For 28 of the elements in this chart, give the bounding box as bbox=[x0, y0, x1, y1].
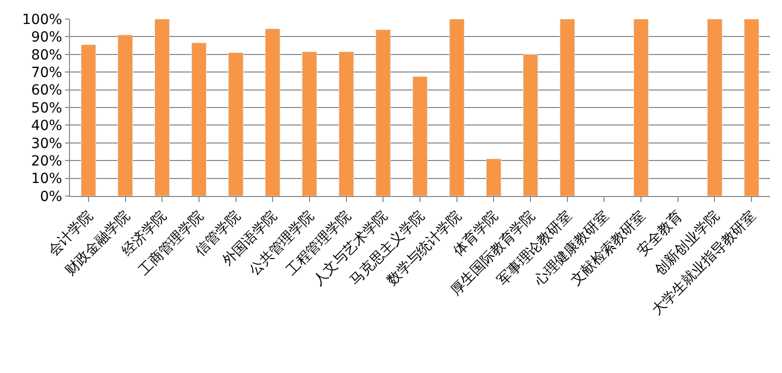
bar bbox=[412, 76, 428, 196]
bar bbox=[449, 19, 464, 196]
bar bbox=[228, 52, 244, 196]
bar bbox=[560, 19, 575, 196]
bar bbox=[265, 28, 280, 196]
bar bbox=[522, 54, 538, 196]
y-tick-label: 80% bbox=[31, 47, 62, 64]
y-tick-label: 30% bbox=[31, 136, 62, 152]
bar bbox=[302, 52, 318, 196]
bar bbox=[118, 34, 133, 196]
bar bbox=[338, 52, 354, 196]
bar bbox=[376, 29, 391, 196]
y-tick-label: 60% bbox=[31, 82, 62, 99]
y-tick-label: 20% bbox=[31, 154, 62, 170]
bar bbox=[154, 19, 170, 196]
bar bbox=[707, 19, 722, 196]
bar bbox=[744, 19, 760, 196]
y-tick-label: 100% bbox=[22, 12, 62, 28]
y-tick-label: 90% bbox=[31, 30, 62, 46]
y-tick-label: 0% bbox=[40, 188, 62, 205]
bar bbox=[633, 19, 649, 196]
bar bbox=[80, 44, 96, 196]
y-tick-label: 70% bbox=[31, 65, 62, 81]
bar bbox=[486, 158, 502, 196]
y-tick-label: 10% bbox=[31, 171, 62, 188]
y-tick-label: 40% bbox=[31, 118, 62, 134]
y-tick-label: 50% bbox=[31, 100, 62, 116]
bar bbox=[191, 42, 207, 196]
